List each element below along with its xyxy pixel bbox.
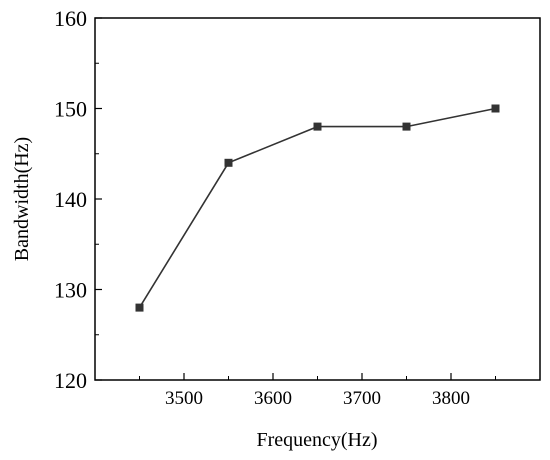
data-point <box>491 104 500 113</box>
series-layer <box>135 104 500 312</box>
x-axis-title: Frequency(Hz) <box>256 429 377 451</box>
y-tick-label: 150 <box>54 97 87 122</box>
x-axis-ticks: 3500 3600 3700 3800 <box>139 373 496 409</box>
data-point <box>402 122 411 131</box>
y-tick-label: 140 <box>54 187 87 212</box>
x-tick-label: 3500 <box>165 388 203 409</box>
y-tick-label: 120 <box>54 368 87 393</box>
y-tick-label: 160 <box>54 6 87 31</box>
data-point <box>313 122 322 131</box>
plot-frame <box>94 17 541 381</box>
x-tick-label: 3600 <box>254 388 292 409</box>
data-point <box>224 158 233 167</box>
x-tick-label: 3700 <box>343 388 381 409</box>
y-tick-label: 130 <box>54 278 87 303</box>
y-axis-title: Bandwidth(Hz) <box>11 137 33 261</box>
x-tick-label: 3800 <box>432 388 470 409</box>
series-line <box>138 107 496 309</box>
data-point <box>135 303 144 312</box>
y-axis-ticks: 120 130 140 150 160 <box>54 6 102 393</box>
